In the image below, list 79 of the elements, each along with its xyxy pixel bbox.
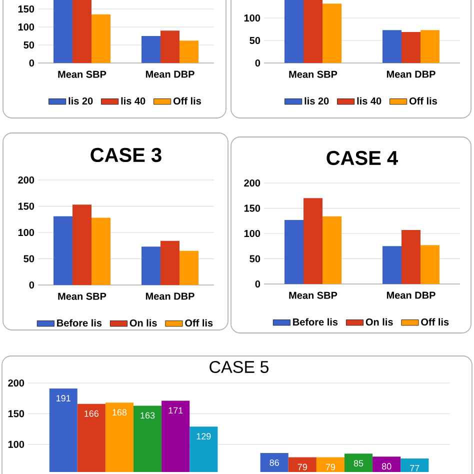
bar [284,220,304,284]
y-tick-label: 150 [18,202,34,210]
data-label: 85 [354,460,364,466]
bar [382,246,402,284]
y-tick-label: 100 [244,230,260,238]
data-label: 168 [112,409,127,416]
bar [72,0,92,63]
data-label: 80 [382,463,392,470]
y-tick-label: 100 [244,14,260,22]
legend-label: lis 40 [357,97,382,105]
legend-label: lis 40 [121,97,146,105]
x-tick-label: Mean SBP [289,70,338,78]
x-tick-label: Mean DBP [146,70,194,78]
data-label: 171 [168,407,183,414]
bar [72,204,92,285]
data-label: 77 [410,465,420,472]
x-tick-label: Mean DBP [146,292,194,300]
bar [53,0,72,63]
y-tick-label: 200 [244,179,260,187]
y-tick-label: 100 [8,440,24,448]
chart-title: CASE 4 [326,150,398,166]
bar [53,216,72,285]
bar [402,32,421,63]
bar [303,0,323,63]
bar [92,218,111,285]
bar [402,230,421,284]
bar [141,36,160,63]
y-tick-label: 0 [255,59,260,67]
bar [141,246,160,285]
legend-label: On lis [366,318,393,326]
data-label: 86 [270,460,279,466]
y-tick-label: 150 [244,204,260,212]
bar [382,30,402,63]
y-tick-label: 50 [250,255,260,262]
y-tick-label: 50 [24,41,34,49]
bar [420,30,440,63]
data-label: 79 [326,464,336,470]
data-label: 129 [196,433,211,440]
legend-label: Off lis [173,97,201,105]
bar [180,250,199,285]
x-tick-label: Mean SBP [58,292,106,300]
bar [284,0,304,63]
bar [322,216,342,284]
y-tick-label: 100 [18,228,34,236]
y-tick-label: 50 [250,36,260,44]
x-tick-label: Mean SBP [289,292,338,299]
bar [160,240,180,285]
x-tick-label: Mean SBP [58,70,106,78]
y-tick-label: 0 [255,280,260,288]
chart-title: CASE 3 [90,148,162,162]
y-tick-label: 0 [29,281,34,289]
y-tick-label: 50 [24,255,34,262]
y-tick-label: 100 [18,23,34,31]
bar [322,4,342,63]
legend-label: Before lis [57,319,102,327]
y-tick-label: 150 [8,410,24,418]
legend-label: lis 20 [304,97,329,105]
legend-label: Off lis [185,319,213,327]
bar [420,245,440,284]
legend-label: lis 20 [68,97,93,105]
data-label: 79 [298,464,307,470]
y-tick-label: 0 [29,59,34,67]
data-label: 166 [84,410,99,417]
legend-label: Before lis [293,318,338,326]
legend-label: On lis [130,319,157,327]
bar [160,30,180,63]
data-label: 163 [140,412,155,419]
bar [180,40,199,63]
y-tick-label: 150 [18,5,34,13]
legend-label: Off lis [409,97,437,105]
data-label: 191 [56,395,70,402]
y-tick-label: 200 [8,379,24,387]
bar [92,14,111,63]
x-tick-label: Mean DBP [386,70,436,78]
y-tick-label: 200 [18,176,34,184]
x-tick-label: Mean DBP [386,292,436,299]
legend-label: Off lis [421,318,449,326]
chart-title: CASE 5 [210,360,268,374]
bar [303,198,323,284]
